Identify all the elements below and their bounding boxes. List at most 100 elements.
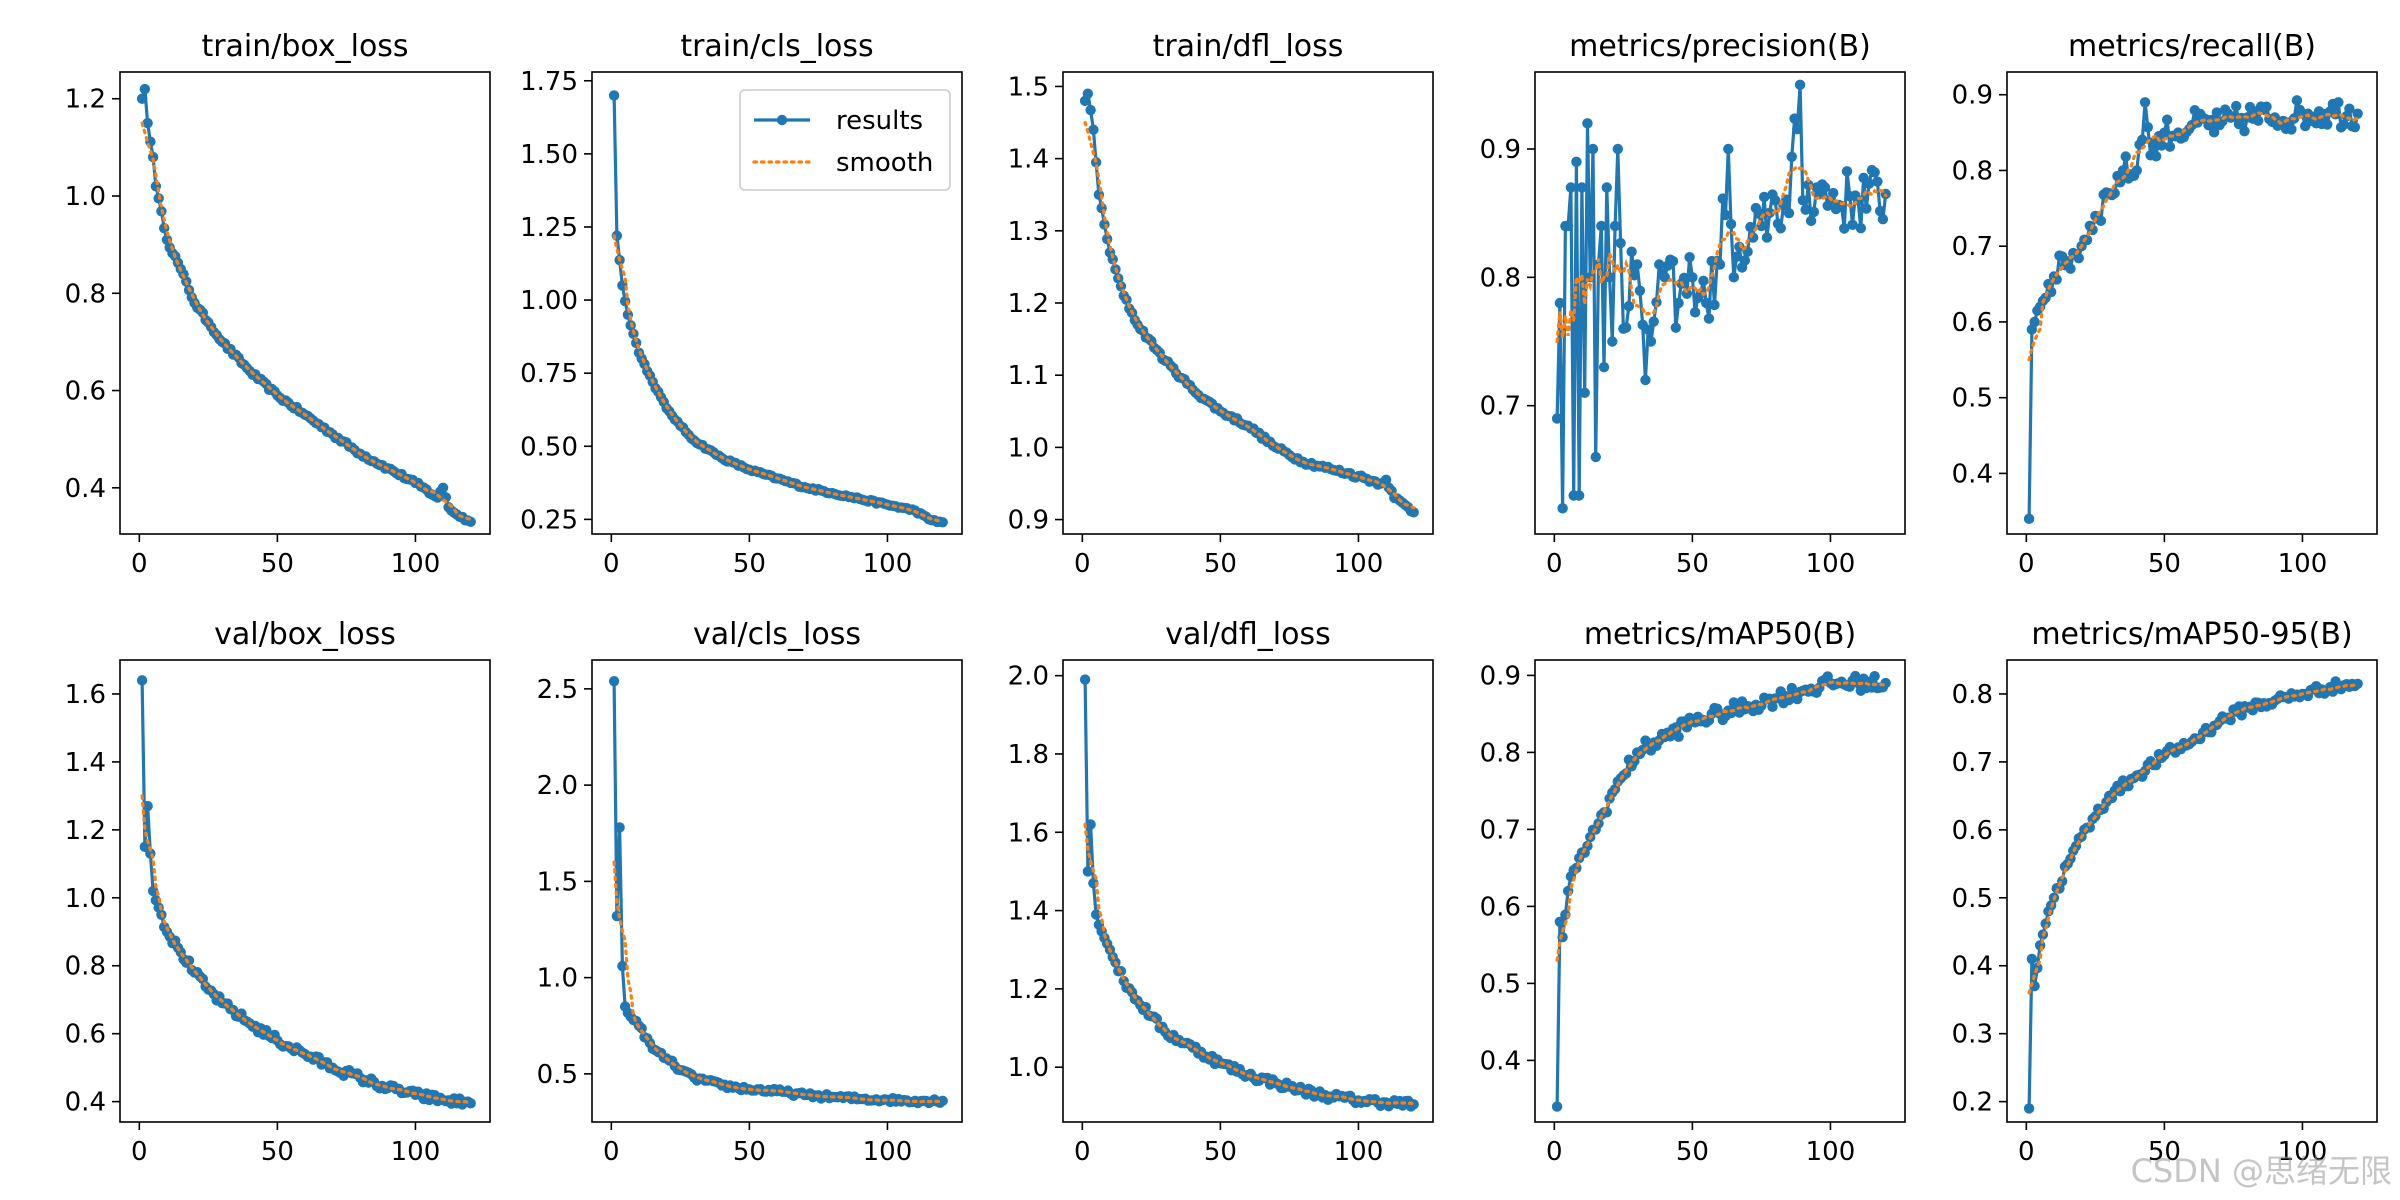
results-point (1579, 387, 1590, 399)
y-tick-label: 0.5 (1952, 884, 1993, 914)
y-tick-label: 1.5 (1008, 72, 1049, 102)
results-point (617, 960, 628, 972)
y-tick-label: 1.2 (65, 85, 106, 115)
x-tick-label: 100 (1334, 549, 1384, 579)
results-point (2051, 274, 2062, 285)
y-tick-label: 0.9 (1480, 135, 1521, 165)
y-tick-label: 0.6 (1952, 816, 1993, 846)
results-point (437, 482, 449, 493)
y-tick-label: 0.5 (537, 1060, 578, 1090)
x-tick-label: 0 (603, 1137, 620, 1167)
results-point (2225, 714, 2236, 726)
legend-results-marker (776, 114, 788, 126)
results-point (1654, 259, 1665, 270)
results-point (1140, 1002, 1152, 1013)
results-point (1745, 221, 1756, 233)
results-point (1861, 203, 1872, 214)
results-point (1623, 301, 1635, 312)
results-line (1555, 83, 1888, 510)
results-point (1869, 670, 1880, 682)
subplot-title: train/dfl_loss (1153, 29, 1344, 64)
results-point (1565, 182, 1577, 193)
results-point (1670, 322, 1682, 333)
y-tick-label: 1.2 (1008, 289, 1049, 319)
y-tick-label: 0.4 (65, 474, 106, 504)
results-point (2161, 114, 2173, 125)
subplot-title: metrics/precision(B) (1569, 29, 1871, 64)
y-tick-label: 1.5 (537, 867, 578, 897)
results-point (1797, 195, 1809, 206)
x-tick-label: 50 (733, 1137, 766, 1167)
results-point (2253, 115, 2264, 126)
x-tick-label: 50 (1676, 1137, 1709, 1167)
results-point (1805, 215, 1817, 227)
y-tick-label: 1.4 (1008, 145, 1049, 175)
y-tick-label: 0.6 (1952, 308, 1993, 338)
y-tick-label: 1.4 (65, 748, 106, 778)
results-point (1720, 209, 1731, 221)
results-point (1640, 374, 1651, 386)
y-tick-label: 0.3 (1952, 1020, 1993, 1050)
results-point (1789, 113, 1800, 124)
y-tick-label: 1.2 (1008, 975, 1049, 1005)
results-point (2131, 165, 2142, 176)
results-point (2239, 126, 2250, 137)
results-point (2261, 101, 2272, 112)
y-tick-label: 0.6 (1480, 892, 1521, 922)
smooth-line (612, 860, 945, 1104)
results-point (1631, 259, 1643, 270)
subplot-metrics-recall-b-: metrics/recall(B) 0 50 100 0.4 0.5 0.6 0.7 0.8 0.… (1952, 29, 2378, 579)
y-tick-label: 1.0 (537, 964, 578, 994)
results-point (2139, 97, 2151, 108)
results-point (1557, 503, 1568, 514)
results-point (142, 117, 153, 129)
results-point (1725, 218, 1737, 230)
results-point (1408, 507, 1419, 518)
x-tick-label: 0 (2018, 1137, 2035, 1167)
results-point (2349, 121, 2361, 133)
smooth-line (1083, 120, 1416, 510)
smooth-line (612, 234, 945, 523)
y-tick-label: 0.8 (1952, 680, 1993, 710)
y-tick-label: 1.2 (65, 816, 106, 846)
y-tick-label: 1.1 (1008, 361, 1049, 391)
results-point (1667, 255, 1679, 267)
x-tick-label: 0 (1074, 1137, 1091, 1167)
y-tick-label: 1.0 (65, 884, 106, 914)
results-point (614, 822, 625, 833)
results-point (1554, 916, 1566, 927)
results-point (2352, 678, 2363, 689)
results-point (1689, 307, 1701, 318)
results-point (1082, 88, 1094, 99)
x-tick-label: 0 (1546, 1137, 1563, 1167)
x-tick-label: 0 (1546, 549, 1563, 579)
results-point (608, 675, 620, 687)
results-point (1880, 677, 1891, 689)
subplot-title: metrics/recall(B) (2068, 29, 2316, 64)
results-point (2159, 127, 2170, 138)
results-point (1643, 324, 1654, 335)
results-point (1783, 207, 1795, 219)
results-point (1634, 285, 1646, 296)
results-point (1874, 205, 1886, 217)
x-tick-label: 50 (261, 1137, 294, 1167)
subplot-title: val/box_loss (214, 617, 396, 652)
subplot-train-box-loss: train/box_loss 0 50 100 0.4 0.6 0.8 1.0 1.2 (65, 29, 491, 579)
axes-frame (119, 71, 491, 535)
subplot-val-box-loss: val/box_loss 0 50 100 0.4 0.6 0.8 1.0 1.2 1.4 1.6 (65, 617, 491, 1167)
x-tick-label: 50 (1204, 1137, 1237, 1167)
y-tick-label: 0.25 (520, 505, 578, 535)
results-point (608, 90, 620, 101)
axes-frame (591, 71, 963, 535)
results-point (1770, 195, 1781, 206)
results-point (1576, 182, 1588, 193)
results-point (1703, 313, 1715, 324)
results-point (1598, 361, 1610, 373)
y-tick-label: 0.8 (1480, 738, 1521, 768)
x-tick-label: 50 (261, 549, 294, 579)
axes-frame (1534, 659, 1906, 1123)
results-point (1596, 220, 1607, 232)
results-point (1855, 222, 1867, 234)
results-point (1700, 297, 1712, 309)
y-tick-label: 1.75 (520, 67, 578, 97)
